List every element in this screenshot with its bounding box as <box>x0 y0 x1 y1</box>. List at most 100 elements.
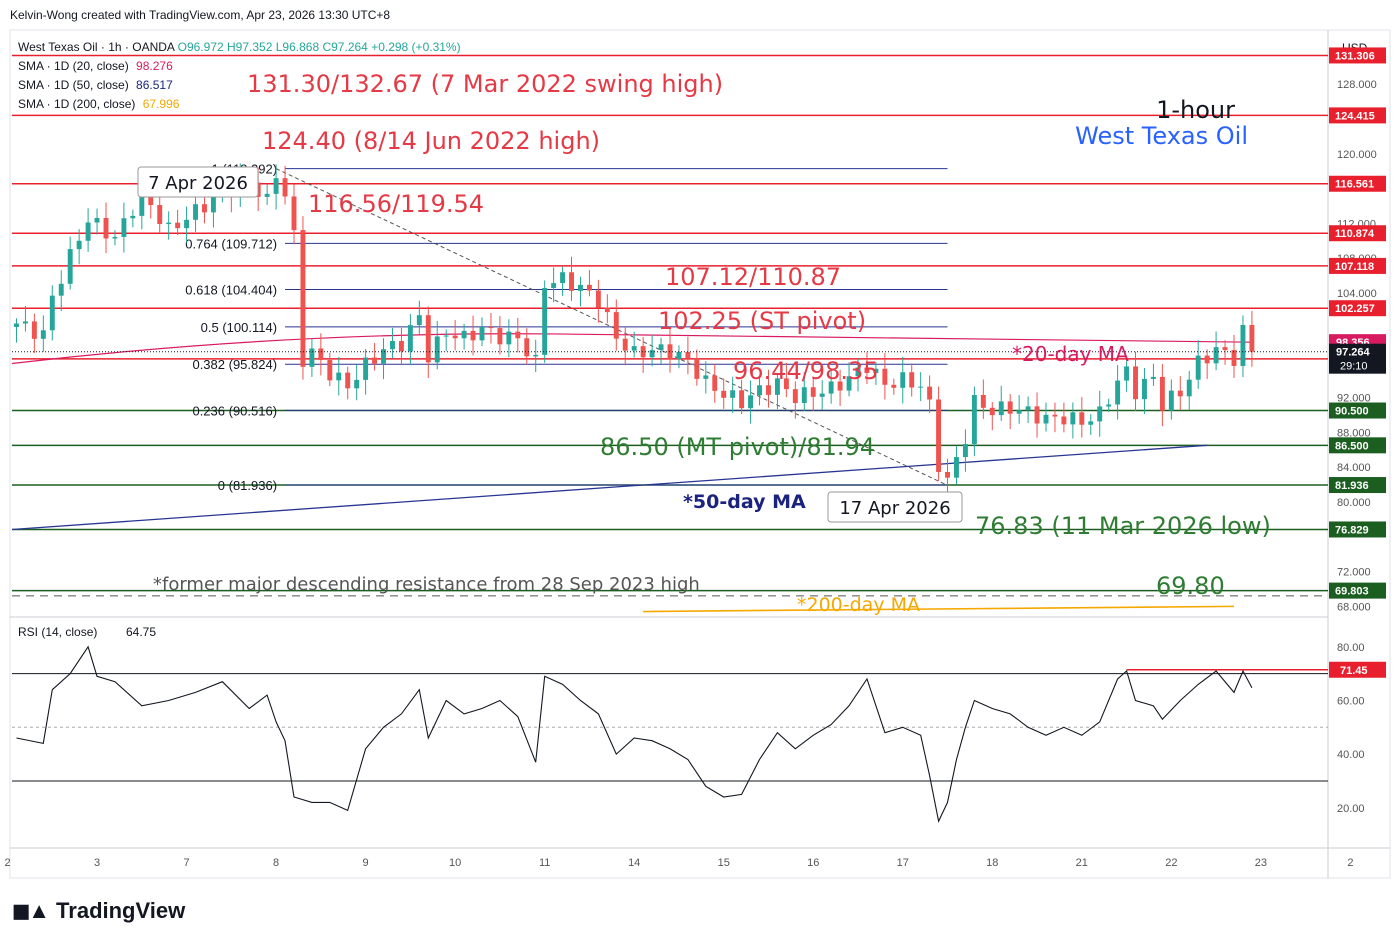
level-tag: 76.829 <box>1335 524 1369 536</box>
candle-body <box>166 222 172 225</box>
x-tick-label: 7 <box>184 857 190 869</box>
candle-body <box>578 284 583 291</box>
ma20-note: *20-day MA <box>1012 342 1129 366</box>
candle-body <box>757 385 762 396</box>
rsi-y-tick-label: 40.00 <box>1337 749 1365 761</box>
candle-body <box>1249 325 1255 352</box>
level-tag-bg <box>1329 175 1386 192</box>
candle-body <box>1115 380 1121 405</box>
candle-body <box>372 357 378 364</box>
candle-body <box>1231 350 1237 366</box>
legend-sma200-row[interactable]: SMA · 1D (200, close) 67.996 <box>18 95 461 114</box>
candle-body <box>971 394 977 445</box>
candle-body <box>962 444 968 458</box>
legend-symbol-row: West Texas Oil · 1h · OANDA O96.972 H97.… <box>18 38 461 57</box>
candle-body <box>828 381 834 394</box>
candle-body <box>398 340 404 352</box>
legend-sma20-row[interactable]: SMA · 1D (20, close) 98.276 <box>18 57 461 76</box>
candle-body <box>936 399 942 472</box>
candle-body <box>139 187 145 216</box>
candle-body <box>300 230 306 367</box>
candle-body <box>1186 379 1192 397</box>
chart-title: 1-hour <box>1156 96 1235 124</box>
candle-body <box>1195 355 1201 380</box>
candle-body <box>434 336 440 363</box>
x-tick-label: 9 <box>363 857 369 869</box>
candle-body <box>210 196 216 213</box>
candle-body <box>488 327 494 329</box>
legend: West Texas Oil · 1h · OANDA O96.972 H97.… <box>18 38 461 114</box>
candle-body <box>595 290 601 308</box>
fib-label: 0.5 (100.114) <box>201 320 277 335</box>
candle-body <box>381 349 386 364</box>
level-annotation: 107.12/110.87 <box>665 263 841 291</box>
y-tick-label: 72.000 <box>1337 566 1371 578</box>
tradingview-brand: TradingView <box>56 898 186 923</box>
candle-body <box>685 352 691 359</box>
candle-body <box>40 330 46 339</box>
level-tag: 124.415 <box>1335 110 1375 122</box>
candle-body <box>998 401 1004 416</box>
candle-body <box>1106 404 1112 407</box>
date-start-box <box>137 166 259 198</box>
level-tag: 131.306 <box>1335 50 1375 62</box>
x-tick-label: 23 <box>1255 857 1267 869</box>
level-tag: 86.500 <box>1335 440 1369 452</box>
candle-body <box>586 284 592 291</box>
x-tick-label: 22 <box>1165 857 1177 869</box>
legend-symbol[interactable]: West Texas Oil · 1h · OANDA <box>18 40 175 54</box>
candle-body <box>712 375 718 391</box>
candle-body <box>85 222 91 241</box>
legend-high: H97.352 <box>227 40 273 54</box>
level-tag-bg <box>1329 521 1386 538</box>
y-tick-label: 80.000 <box>1337 497 1371 509</box>
level-tag-bg <box>1329 47 1386 64</box>
candle-body <box>1204 355 1210 364</box>
candle-body <box>1159 376 1165 411</box>
candle-body <box>390 340 395 350</box>
candle-body <box>604 307 610 313</box>
level-tag: 110.874 <box>1335 228 1375 240</box>
candle-body <box>515 331 521 339</box>
candle-body <box>175 222 181 229</box>
candle-body <box>569 272 574 291</box>
candle-body <box>130 215 136 219</box>
level-tag-bg <box>1329 300 1386 317</box>
candle-body <box>1052 414 1058 417</box>
candle-body <box>193 204 198 220</box>
candle-body <box>1088 421 1094 425</box>
y-tick-label: 84.000 <box>1337 462 1371 474</box>
level-annotation: 76.83 (11 Mar 2026 low) <box>975 512 1271 540</box>
rsi-resistance-tag-bg <box>1329 661 1386 678</box>
candle-body <box>783 378 789 390</box>
y-tick-label: 120.000 <box>1337 149 1377 161</box>
candle-body <box>882 368 888 385</box>
candle-body <box>909 372 915 388</box>
legend-sma50-row[interactable]: SMA · 1D (50, close) 86.517 <box>18 76 461 95</box>
candle-body <box>327 360 333 381</box>
sma200-line <box>643 605 1235 613</box>
candle-body <box>1016 410 1022 414</box>
y-tick-label: 68.000 <box>1337 601 1371 613</box>
x-tick-label: 8 <box>273 857 279 869</box>
y-tick-label: 88.000 <box>1337 427 1371 439</box>
candle-body <box>640 346 646 358</box>
candle-body <box>1150 376 1156 379</box>
tradingview-logo-icon: ◼▲ <box>12 898 50 923</box>
candle-body <box>407 325 413 352</box>
candle-body <box>1043 414 1049 424</box>
candle-body <box>309 348 315 367</box>
candle-body <box>1007 401 1013 414</box>
chart-subtitle: West Texas Oil <box>1075 122 1248 150</box>
x-tick-label: 15 <box>718 857 730 869</box>
candle-body <box>336 372 342 381</box>
legend-sma50-value: 86.517 <box>136 78 173 92</box>
candle-body <box>202 204 207 213</box>
candle-body <box>542 287 548 355</box>
level-tag: 107.118 <box>1335 261 1374 273</box>
x-tick-label: 21 <box>1076 857 1088 869</box>
legend-sma20-label: SMA · 1D (20, close) <box>18 59 129 73</box>
level-tag-bg <box>1329 402 1386 419</box>
candle-body <box>954 457 959 478</box>
